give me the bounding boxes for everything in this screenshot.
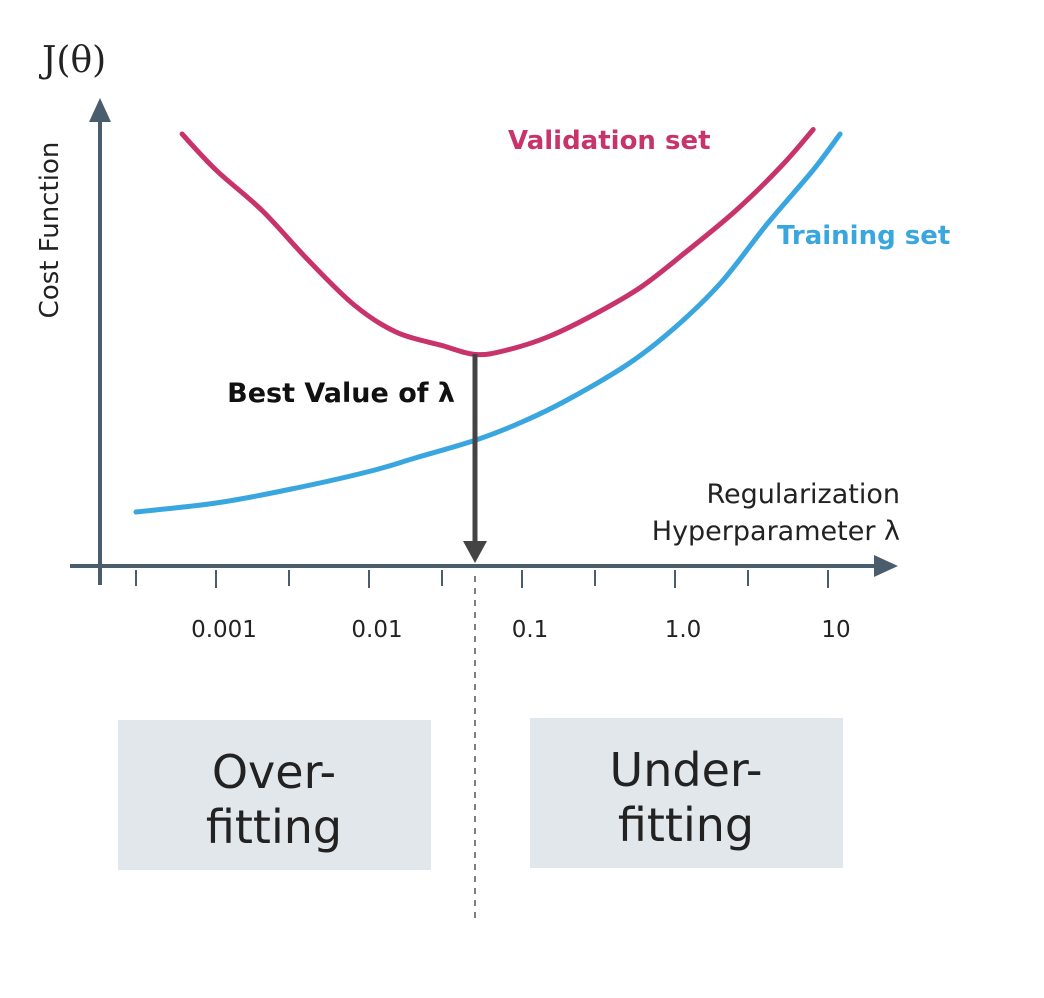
y-axis-label: Cost Function bbox=[35, 142, 65, 319]
training-set-curve bbox=[133, 131, 843, 515]
axes bbox=[70, 98, 898, 585]
x-axis-tick-label: 10 bbox=[821, 617, 850, 643]
training-set-label: Training set bbox=[777, 221, 950, 251]
overfitting-label-line-2: fitting bbox=[206, 800, 342, 854]
underfitting-label-line-1: Under- bbox=[610, 743, 763, 797]
underfitting-box bbox=[530, 718, 843, 868]
overfitting-region: Over- fitting bbox=[118, 720, 431, 870]
x-axis-ticks bbox=[134, 570, 829, 588]
x-axis-arrow bbox=[874, 555, 898, 577]
overfitting-box bbox=[118, 720, 431, 870]
underfitting-region: Under- fitting bbox=[530, 718, 843, 868]
best-lambda-arrow-head bbox=[463, 541, 487, 563]
x-axis-tick-labels: 0.001 0.01 0.1 1.0 10 bbox=[191, 617, 851, 643]
y-axis-symbol: J(θ) bbox=[38, 40, 106, 81]
x-axis-label-line-1: Regularization bbox=[707, 479, 901, 510]
overfitting-label-line-1: Over- bbox=[212, 745, 336, 799]
x-axis-tick-label: 0.01 bbox=[351, 617, 402, 643]
best-lambda-label: Best Value of λ bbox=[227, 378, 455, 409]
x-axis-tick-label: 1.0 bbox=[665, 617, 702, 643]
validation-set-label: Validation set bbox=[508, 126, 711, 156]
underfitting-label-line-2: fitting bbox=[618, 798, 754, 852]
y-axis-arrow bbox=[89, 98, 111, 122]
x-axis-label-line-2: Hyperparameter λ bbox=[652, 516, 900, 547]
validation-set-curve bbox=[179, 127, 816, 358]
x-axis-tick-label: 0.001 bbox=[191, 617, 257, 643]
x-axis-tick-label: 0.1 bbox=[512, 617, 549, 643]
